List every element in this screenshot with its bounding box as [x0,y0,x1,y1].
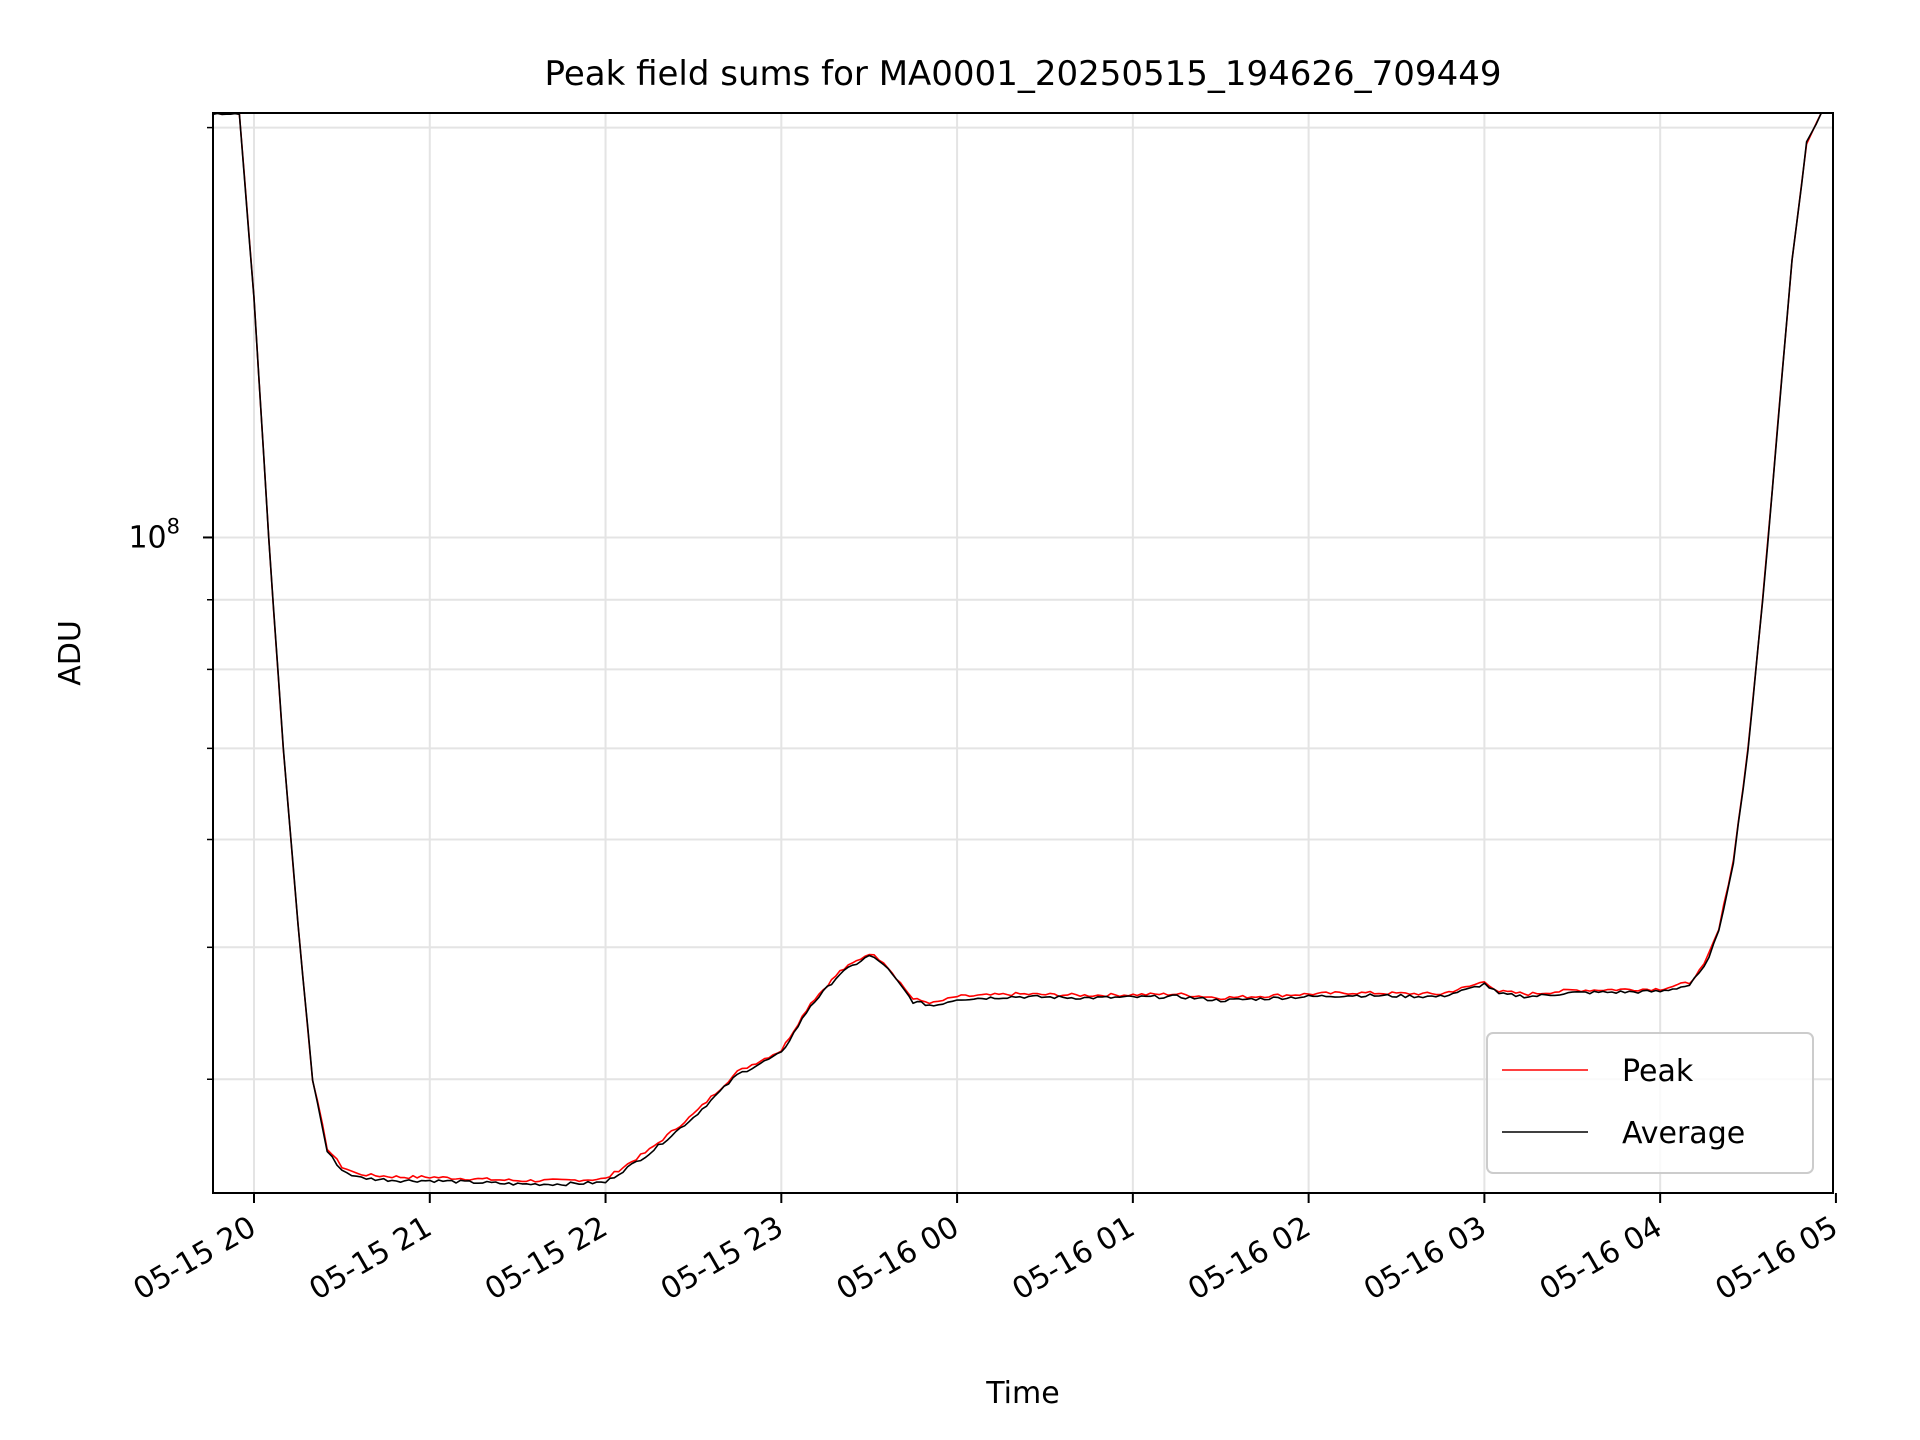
series-line-peak [213,112,1833,1183]
plot-frame [212,112,1834,1194]
chart-title: Peak field sums for MA0001_20250515_1946… [545,54,1502,94]
legend: Peak Average [1486,1032,1814,1174]
legend-box [1486,1032,1814,1174]
x-axis-label: Time [985,1376,1059,1411]
legend-label-peak: Peak [1622,1054,1694,1089]
series-lines [212,112,1833,1187]
y-axis-label: ADU [53,620,88,686]
series-line-average [212,112,1833,1187]
legend-label-average: Average [1622,1116,1745,1151]
y-tick-label: 108 [128,514,180,555]
y-axis: 108 [128,126,213,1081]
